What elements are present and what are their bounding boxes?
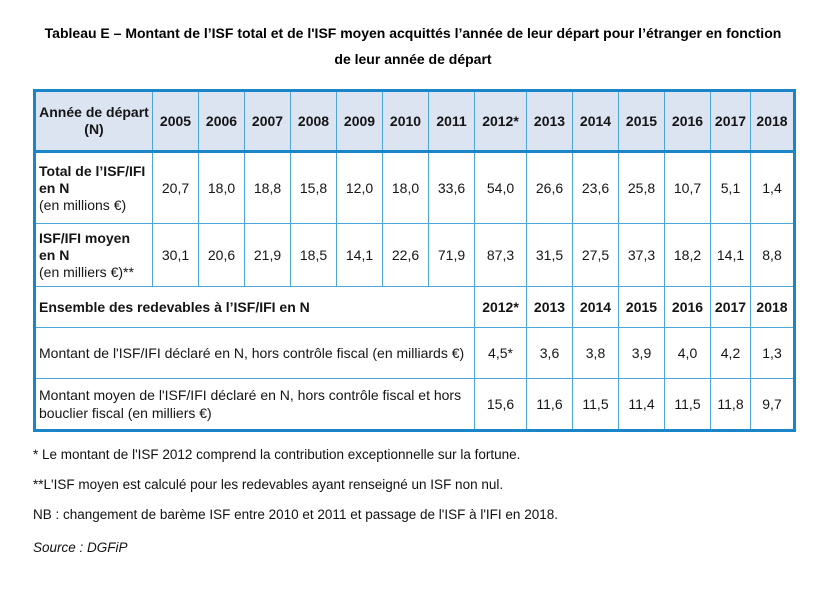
value-cell-moyen: 31,5	[526, 223, 573, 287]
value-cell-declare: 3,6	[526, 327, 573, 379]
value-cell-moyen: 18,5	[290, 223, 337, 287]
value-cell-moyen: 21,9	[244, 223, 291, 287]
header-year-cell: 2014	[572, 90, 619, 153]
value-cell-total: 25,8	[618, 151, 665, 224]
value-cell-moyen: 71,9	[428, 223, 475, 287]
row-total-unit: (en millions €)	[39, 196, 127, 213]
value-cell-total: 26,6	[526, 151, 573, 224]
header-year-cell: 2007	[244, 90, 291, 153]
value-cell-declare: 4,0	[664, 327, 711, 379]
section-year-cell: 2018	[750, 286, 795, 328]
header-year-cell: 2005	[152, 90, 199, 153]
value-cell-declare: 4,5*	[474, 327, 527, 379]
row-montant-declare-label: Montant de l'ISF/IFI déclaré en N, hors …	[34, 327, 475, 379]
value-cell-total: 12,0	[336, 151, 383, 224]
section-year-cell: 2016	[664, 286, 711, 328]
value-cell-moyen: 22,6	[382, 223, 429, 287]
value-cell-total: 18,0	[382, 151, 429, 224]
row-moyen-label-cell: ISF/IFI moyen en N (en milliers €)**	[34, 223, 153, 287]
value-cell-moyen: 8,8	[750, 223, 795, 287]
value-cell-total: 54,0	[474, 151, 527, 224]
value-cell-total: 1,4	[750, 151, 795, 224]
value-cell-total: 18,8	[244, 151, 291, 224]
value-cell-moyen: 37,3	[618, 223, 665, 287]
footnotes-block: * Le montant de l'ISF 2012 comprend la c…	[33, 446, 793, 556]
value-cell-total: 23,6	[572, 151, 619, 224]
row-total-label-cell: Total de l’ISF/IFI en N (en millions €)	[34, 151, 153, 224]
value-cell-moyen: 30,1	[152, 223, 199, 287]
row-isf-moyen: ISF/IFI moyen en N (en milliers €)** 30,…	[34, 223, 795, 287]
footnote-double-star: **L'ISF moyen est calculé pour les redev…	[33, 477, 504, 492]
value-cell-moyen-declare: 9,7	[750, 378, 795, 431]
header-year-cell: 2015	[618, 90, 665, 153]
value-cell-moyen-declare: 11,5	[664, 378, 711, 431]
header-year-cell: 2006	[198, 90, 245, 153]
value-cell-total: 33,6	[428, 151, 475, 224]
section-ensemble-title: Ensemble des redevables à l’ISF/IFI en N	[34, 286, 475, 328]
row-montant-declare: Montant de l'ISF/IFI déclaré en N, hors …	[34, 327, 795, 379]
row-moyen-label: ISF/IFI moyen en N	[39, 229, 131, 263]
header-year-cell: 2016	[664, 90, 711, 153]
section-year-cell: 2017	[710, 286, 751, 328]
value-cell-total: 18,0	[198, 151, 245, 224]
footnote-star: * Le montant de l'ISF 2012 comprend la c…	[33, 447, 521, 462]
section-year-cell: 2012*	[474, 286, 527, 328]
header-year-cell: 2012*	[474, 90, 527, 153]
value-cell-declare: 1,3	[750, 327, 795, 379]
value-cell-moyen-declare: 15,6	[474, 378, 527, 431]
value-cell-moyen: 87,3	[474, 223, 527, 287]
row-montant-moyen-declare: Montant moyen de l'ISF/IFI déclaré en N,…	[34, 378, 795, 431]
row-total-label: Total de l’ISF/IFI en N	[39, 162, 146, 196]
header-year-cell: 2010	[382, 90, 429, 153]
header-year-cell: 2011	[428, 90, 475, 153]
value-cell-total: 10,7	[664, 151, 711, 224]
header-annee-depart-cell: Année de départ (N)	[34, 90, 153, 153]
value-cell-declare: 4,2	[710, 327, 751, 379]
value-cell-moyen: 27,5	[572, 223, 619, 287]
row-ensemble-header: Ensemble des redevables à l’ISF/IFI en N…	[34, 286, 795, 328]
value-cell-total: 5,1	[710, 151, 751, 224]
row-montant-moyen-declare-label: Montant moyen de l'ISF/IFI déclaré en N,…	[34, 378, 475, 431]
row-moyen-unit: (en milliers €)**	[39, 263, 134, 280]
value-cell-moyen: 18,2	[664, 223, 711, 287]
header-year-cell: 2013	[526, 90, 573, 153]
section-year-cell: 2014	[572, 286, 619, 328]
value-cell-moyen-declare: 11,5	[572, 378, 619, 431]
value-cell-moyen-declare: 11,8	[710, 378, 751, 431]
header-year-cell: 2008	[290, 90, 337, 153]
value-cell-moyen: 14,1	[710, 223, 751, 287]
value-cell-declare: 3,8	[572, 327, 619, 379]
header-year-cell: 2017	[710, 90, 751, 153]
row-total-isf: Total de l’ISF/IFI en N (en millions €) …	[34, 151, 795, 224]
value-cell-moyen: 14,1	[336, 223, 383, 287]
header-year-cell: 2009	[336, 90, 383, 153]
header-year-cell: 2018	[750, 90, 795, 153]
footnote-nb: NB : changement de barème ISF entre 2010…	[33, 507, 558, 522]
isf-data-table: Année de départ (N) 2005 2006 2007 2008 2009…	[33, 89, 796, 432]
value-cell-total: 20,7	[152, 151, 199, 224]
table-title: Tableau E – Montant de l’ISF total et de…	[44, 25, 782, 67]
section-year-cell: 2013	[526, 286, 573, 328]
value-cell-moyen-declare: 11,6	[526, 378, 573, 431]
table-header-row: Année de départ (N) 2005 2006 2007 2008 2009…	[34, 90, 795, 153]
source-line: Source : DGFiP	[33, 540, 128, 555]
section-year-cell: 2015	[618, 286, 665, 328]
value-cell-moyen-declare: 11,4	[618, 378, 665, 431]
value-cell-declare: 3,9	[618, 327, 665, 379]
value-cell-moyen: 20,6	[198, 223, 245, 287]
value-cell-total: 15,8	[290, 151, 337, 224]
